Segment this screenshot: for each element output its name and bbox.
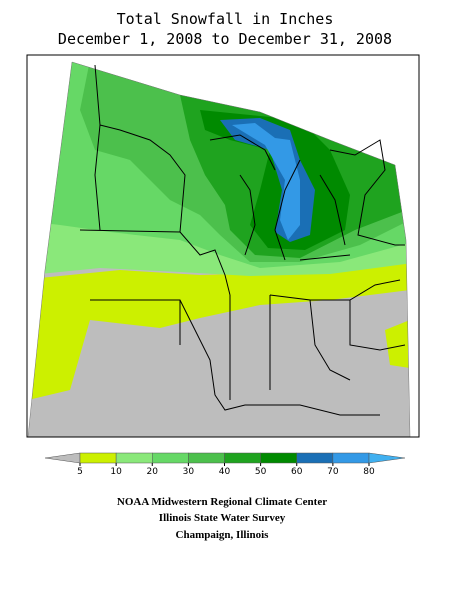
legend-label: 5 <box>77 467 83 477</box>
legend-swatch <box>368 452 406 464</box>
legend-label: 30 <box>183 467 195 477</box>
legend-swatch <box>296 452 334 464</box>
legend-swatch <box>224 452 261 464</box>
footer-line: Champaign, Illinois <box>176 529 270 541</box>
legend-label: 40 <box>219 467 231 477</box>
legend-swatch <box>152 452 189 464</box>
legend-swatch <box>260 452 297 464</box>
map-subtitle: December 1, 2008 to December 31, 2008 <box>58 30 392 48</box>
legend-label: 80 <box>363 467 375 477</box>
legend-swatch <box>188 452 225 464</box>
footer-line: NOAA Midwestern Regional Climate Center <box>117 496 327 508</box>
legend-swatch <box>79 452 117 464</box>
legend-label: 60 <box>291 467 303 477</box>
legend-label: 50 <box>255 467 267 477</box>
legend-swatch <box>115 452 153 464</box>
legend-label: 10 <box>110 467 122 477</box>
legend: 5 10 20 30 40 50 60 70 80 <box>44 452 406 477</box>
legend-label: 70 <box>327 467 339 477</box>
map-title: Total Snowfall in Inches <box>117 10 334 28</box>
legend-label: 20 <box>147 467 159 477</box>
legend-swatch <box>332 452 370 464</box>
footer-line: Illinois State Water Survey <box>159 512 286 524</box>
